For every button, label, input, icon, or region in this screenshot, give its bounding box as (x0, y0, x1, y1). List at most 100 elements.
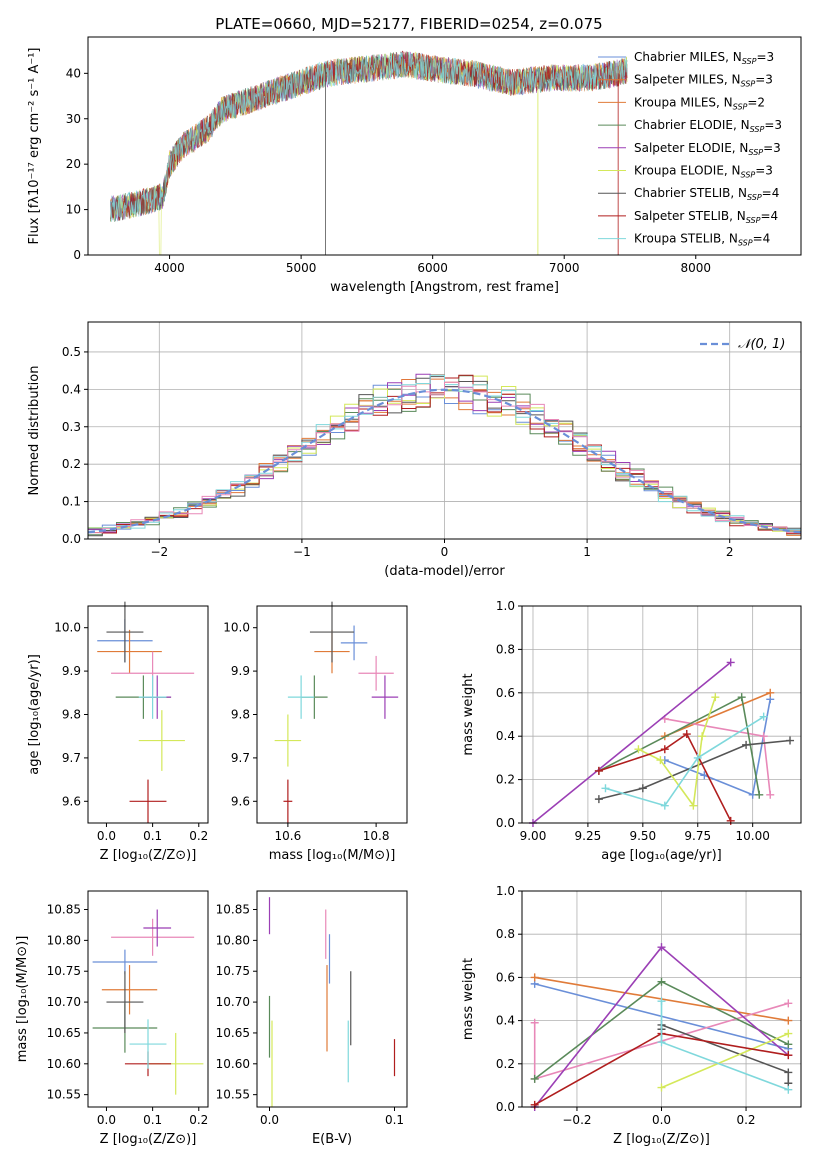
axes-1: 4000 5000 6000 7000 8000 0 10 20 30 40 wavelength … (27, 36, 802, 295)
series-marker (784, 1051, 793, 1060)
y-axis-label: mass weight (461, 958, 476, 1040)
x-axis-label: age [log₁₀(age/yr)] (601, 848, 722, 863)
y-tick-label: 0.3 (62, 420, 81, 434)
x-tick-label: 0.2 (736, 1113, 755, 1127)
histogram-step (88, 374, 801, 531)
gaussian-line (87, 388, 802, 534)
series-marker (784, 1016, 793, 1025)
y-tick-label: 10.80 (216, 933, 250, 947)
series-marker (660, 801, 669, 810)
y-tick-label: 10.60 (47, 1057, 81, 1071)
series-line (532, 661, 732, 824)
series-marker (530, 1100, 539, 1109)
data-point (138, 675, 167, 719)
series-line (661, 1032, 789, 1089)
data-point (283, 779, 293, 823)
y-axis-label: mass weight (461, 673, 476, 755)
y-tick-label: 0.6 (496, 686, 515, 700)
axes-6: 0.0 0.1 0.2 10.55 10.60 10.65 10.70 10.75 10.80 1… (15, 890, 209, 1147)
series (601, 712, 768, 810)
y-tick-label: 0.1 (62, 495, 81, 509)
series-marker (656, 756, 665, 765)
series (528, 658, 735, 827)
series-marker (726, 816, 735, 825)
series-marker (657, 997, 666, 1006)
y-tick-label: 1.0 (496, 884, 515, 898)
data-point (129, 1019, 167, 1069)
x-tick-label: 0.2 (189, 1113, 208, 1127)
series (530, 977, 793, 1083)
axes-3: 0.0 0.1 0.2 9.6 9.7 9.8 9.9 10.0 Z [log₁₀(Z/Z⊙)]… (27, 601, 209, 863)
series (657, 1029, 793, 1092)
axes-frame (87, 605, 209, 824)
x-tick-label: 0.1 (143, 829, 162, 843)
y-tick-label: 0.2 (496, 773, 515, 787)
series-marker (726, 658, 735, 667)
y-tick-label: 10.70 (216, 995, 250, 1009)
legend-entry: Salpeter STELIB, NSSP=4 (634, 209, 778, 225)
series (657, 997, 793, 1094)
y-tick-label: 10.65 (47, 1026, 81, 1040)
x-tick-label: 0.0 (97, 829, 116, 843)
y-tick-label: 10.85 (216, 903, 250, 917)
axes-5: 9.00 9.25 9.50 9.75 10.00 0.0 0.2 0.4 0.6 0.8 1.0 a… (461, 599, 802, 863)
y-axis-label: mass [log₁₀(M/M⊙)] (15, 936, 30, 1063)
series-marker (601, 784, 610, 793)
x-tick-label: −1 (293, 545, 311, 559)
x-axis-label: Z [log₁₀(Z/Z⊙)] (100, 848, 197, 863)
legend-entry: Kroupa STELIB, NSSP=4 (634, 232, 770, 248)
y-tick-label: 0 (73, 248, 81, 262)
legend-entry: Salpeter MILES, NSSP=3 (634, 73, 773, 89)
series-marker (693, 753, 702, 762)
x-tick-label: 8000 (680, 261, 711, 275)
y-tick-label: 9.6 (231, 794, 250, 808)
series-line (598, 732, 732, 822)
series (594, 730, 735, 825)
axes-frame (521, 890, 802, 1108)
series-line (664, 699, 771, 796)
x-tick-label: 0.2 (189, 829, 208, 843)
series (594, 693, 764, 799)
series-marker (530, 1018, 539, 1027)
series-marker (759, 732, 768, 741)
series-line (660, 1023, 790, 1084)
series (657, 1020, 793, 1088)
x-tick-label: 9.50 (629, 829, 656, 843)
x-tick-label: 0.0 (260, 1113, 279, 1127)
series-marker (682, 730, 691, 739)
series-line (598, 739, 791, 800)
series-marker (594, 766, 603, 775)
y-tick-label: 20 (66, 157, 81, 171)
x-axis-label: Z [log₁₀(Z/Z⊙)] (613, 1132, 710, 1147)
series-marker (759, 712, 768, 721)
data-point (106, 601, 144, 663)
y-tick-label: 10 (66, 203, 81, 217)
y-tick-label: 0.5 (62, 345, 81, 359)
y-tick-label: 9.7 (231, 751, 250, 765)
x-tick-label: 5000 (286, 261, 317, 275)
y-tick-label: 0.2 (62, 457, 81, 471)
series-marker (711, 693, 720, 702)
data-point (371, 675, 399, 719)
data-point (111, 918, 195, 956)
x-tick-label: 10.8 (363, 829, 390, 843)
axes-4: 10.6 10.8 9.6 9.7 9.8 9.9 10.0 mass [log₁₀(M/M⊙… (223, 601, 408, 863)
series-marker (638, 784, 647, 793)
y-tick-label: 10.60 (216, 1057, 250, 1071)
series-marker (689, 801, 698, 810)
y-tick-label: 10.75 (216, 964, 250, 978)
legend-entry: Kroupa ELODIE, NSSP=3 (634, 164, 773, 180)
series-marker (657, 943, 666, 952)
y-tick-label: 10.55 (47, 1088, 81, 1102)
series-marker (742, 740, 751, 749)
series-marker (594, 795, 603, 804)
y-tick-label: 10.80 (47, 933, 81, 947)
x-tick-label: −0.2 (562, 1113, 591, 1127)
y-tick-label: 10.70 (47, 995, 81, 1009)
x-axis-label: Z [log₁₀(Z/Z⊙)] (100, 1132, 197, 1147)
x-tick-label: 9.25 (575, 829, 602, 843)
y-tick-label: 0.8 (496, 642, 515, 656)
series-marker (755, 790, 764, 799)
legend-entry: Salpeter ELODIE, NSSP=3 (634, 141, 781, 157)
